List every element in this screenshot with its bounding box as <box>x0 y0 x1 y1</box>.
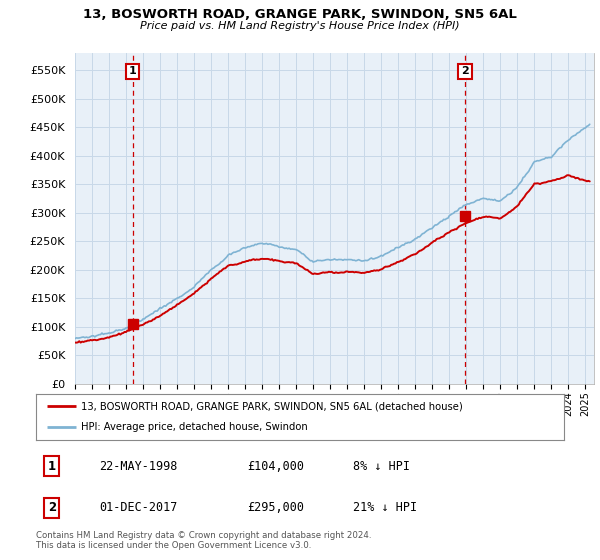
Text: 21% ↓ HPI: 21% ↓ HPI <box>353 501 417 515</box>
Text: 2: 2 <box>48 501 56 515</box>
Text: 13, BOSWORTH ROAD, GRANGE PARK, SWINDON, SN5 6AL (detached house): 13, BOSWORTH ROAD, GRANGE PARK, SWINDON,… <box>81 401 463 411</box>
Text: 13, BOSWORTH ROAD, GRANGE PARK, SWINDON, SN5 6AL: 13, BOSWORTH ROAD, GRANGE PARK, SWINDON,… <box>83 8 517 21</box>
Text: Price paid vs. HM Land Registry's House Price Index (HPI): Price paid vs. HM Land Registry's House … <box>140 21 460 31</box>
Text: £295,000: £295,000 <box>247 501 304 515</box>
Text: 2: 2 <box>461 67 469 76</box>
Text: 1: 1 <box>48 460 56 473</box>
Text: 1: 1 <box>129 67 137 76</box>
Text: 22-MAY-1998: 22-MAY-1998 <box>100 460 178 473</box>
Text: 01-DEC-2017: 01-DEC-2017 <box>100 501 178 515</box>
Text: Contains HM Land Registry data © Crown copyright and database right 2024.
This d: Contains HM Land Registry data © Crown c… <box>36 531 371 550</box>
Text: 8% ↓ HPI: 8% ↓ HPI <box>353 460 410 473</box>
Text: HPI: Average price, detached house, Swindon: HPI: Average price, detached house, Swin… <box>81 422 308 432</box>
Text: £104,000: £104,000 <box>247 460 304 473</box>
